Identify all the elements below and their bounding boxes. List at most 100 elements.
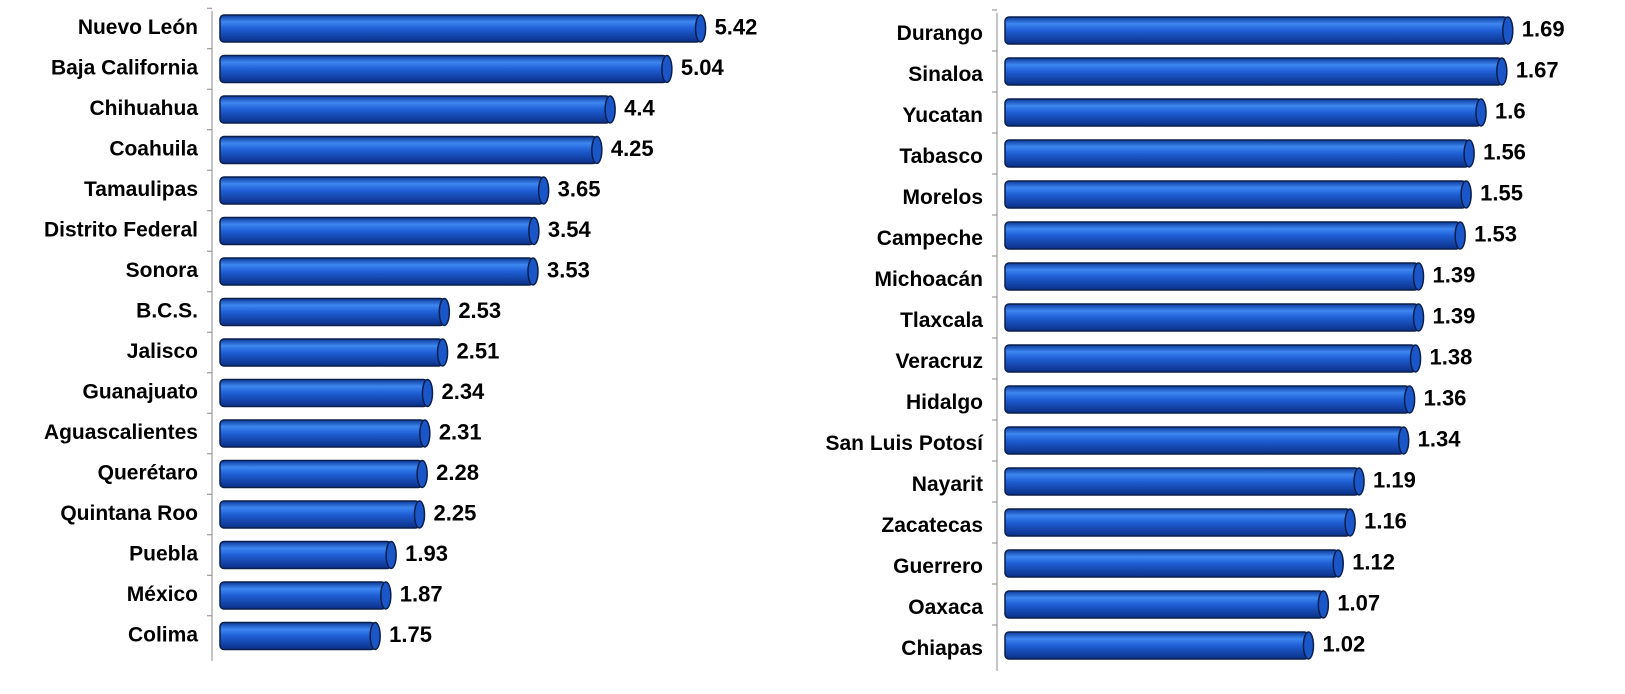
bar <box>219 216 540 246</box>
bar-end <box>1332 549 1344 578</box>
bar <box>1004 303 1425 332</box>
category-label: Chihuahua <box>90 97 199 120</box>
bar-body <box>219 135 598 165</box>
value-label: 1.36 <box>1424 385 1467 410</box>
bar-end <box>604 95 616 124</box>
value-label: 1.38 <box>1430 344 1473 369</box>
bar <box>219 176 550 205</box>
bar-end <box>591 135 603 165</box>
bar-end <box>1460 180 1472 209</box>
value-label: 1.34 <box>1418 426 1462 451</box>
bar-end <box>1475 98 1487 127</box>
bar-body <box>1004 139 1470 168</box>
bar-end <box>413 500 426 529</box>
bar <box>1004 221 1466 250</box>
value-label: 1.56 <box>1483 139 1526 164</box>
value-label: 1.39 <box>1433 303 1476 328</box>
bar-body <box>1004 221 1461 250</box>
bar <box>1004 180 1472 209</box>
bar <box>219 419 431 448</box>
bar-end <box>1397 426 1410 455</box>
bar <box>1004 262 1425 291</box>
bar <box>219 378 434 408</box>
bar <box>1004 426 1410 455</box>
bar-body <box>219 95 611 124</box>
bar <box>1004 631 1315 660</box>
bar-end <box>1317 590 1330 619</box>
bar-end <box>1403 385 1416 414</box>
bar <box>219 338 449 367</box>
category-label: Zacatecas <box>881 514 983 537</box>
value-label: 2.51 <box>457 338 500 363</box>
bar-end <box>419 419 431 448</box>
value-label: 1.16 <box>1364 508 1407 533</box>
category-label: Puebla <box>129 543 198 566</box>
value-label: 1.75 <box>389 622 432 647</box>
bar-body <box>1004 426 1405 455</box>
value-label: 1.55 <box>1480 180 1523 205</box>
bar-end <box>1353 467 1365 496</box>
category-label: Sonora <box>126 259 199 282</box>
category-label: Quintana Roo <box>60 502 198 525</box>
value-label: 1.02 <box>1322 631 1365 656</box>
bar-end <box>1412 262 1425 291</box>
bar <box>219 95 616 124</box>
bar-end <box>385 540 397 570</box>
bar-end <box>1412 303 1425 332</box>
bar-body <box>1004 262 1420 291</box>
category-label: Tlaxcala <box>900 309 983 332</box>
value-label: 2.31 <box>439 419 482 444</box>
bar <box>219 500 426 529</box>
category-label: Nuevo León <box>78 16 198 39</box>
bar-end <box>1302 631 1315 660</box>
value-label: 2.53 <box>458 298 501 323</box>
bar <box>1004 385 1416 414</box>
category-label: Coahuila <box>109 138 198 161</box>
bar-body <box>1004 385 1411 414</box>
bar-end <box>537 176 550 205</box>
category-label: Morelos <box>902 186 983 209</box>
bar-body <box>1004 631 1310 660</box>
bar-body <box>219 378 429 408</box>
bar <box>1004 590 1330 619</box>
bar-body <box>219 419 426 448</box>
bar-body <box>219 54 668 84</box>
bar-end <box>438 297 451 327</box>
bar <box>1004 139 1475 168</box>
bar <box>1004 57 1508 86</box>
bar <box>1004 16 1514 45</box>
value-label: 2.25 <box>434 500 477 525</box>
bar-body <box>219 581 387 610</box>
bar-end <box>694 14 707 43</box>
bar-body <box>1004 98 1482 127</box>
bar <box>219 581 392 610</box>
bar-end <box>1496 57 1508 86</box>
bar-end <box>436 338 449 367</box>
bar-body <box>1004 303 1420 332</box>
bar-end <box>528 216 540 246</box>
bar-body <box>219 176 545 205</box>
category-label: San Luis Potosí <box>825 432 984 455</box>
value-label: 2.34 <box>441 379 485 404</box>
bar <box>219 14 707 43</box>
bar-end <box>1454 221 1466 250</box>
value-label: 3.65 <box>558 176 601 201</box>
bar <box>219 297 451 327</box>
bar-body <box>1004 344 1417 373</box>
category-label: Jalisco <box>127 340 198 363</box>
category-label: Baja California <box>51 57 198 80</box>
bar <box>1004 508 1356 537</box>
bar-end <box>1409 344 1422 373</box>
value-label: 1.93 <box>405 541 448 566</box>
value-label: 1.67 <box>1516 57 1559 82</box>
value-label: 5.42 <box>715 14 758 39</box>
value-label: 1.6 <box>1495 98 1526 123</box>
value-label: 1.39 <box>1433 262 1476 287</box>
bar-body <box>1004 57 1503 86</box>
bar-end <box>421 378 434 408</box>
bar-end <box>380 581 392 610</box>
category-label: Querétaro <box>98 462 198 485</box>
category-label: Sinaloa <box>908 63 983 86</box>
category-label: Tabasco <box>899 145 983 168</box>
